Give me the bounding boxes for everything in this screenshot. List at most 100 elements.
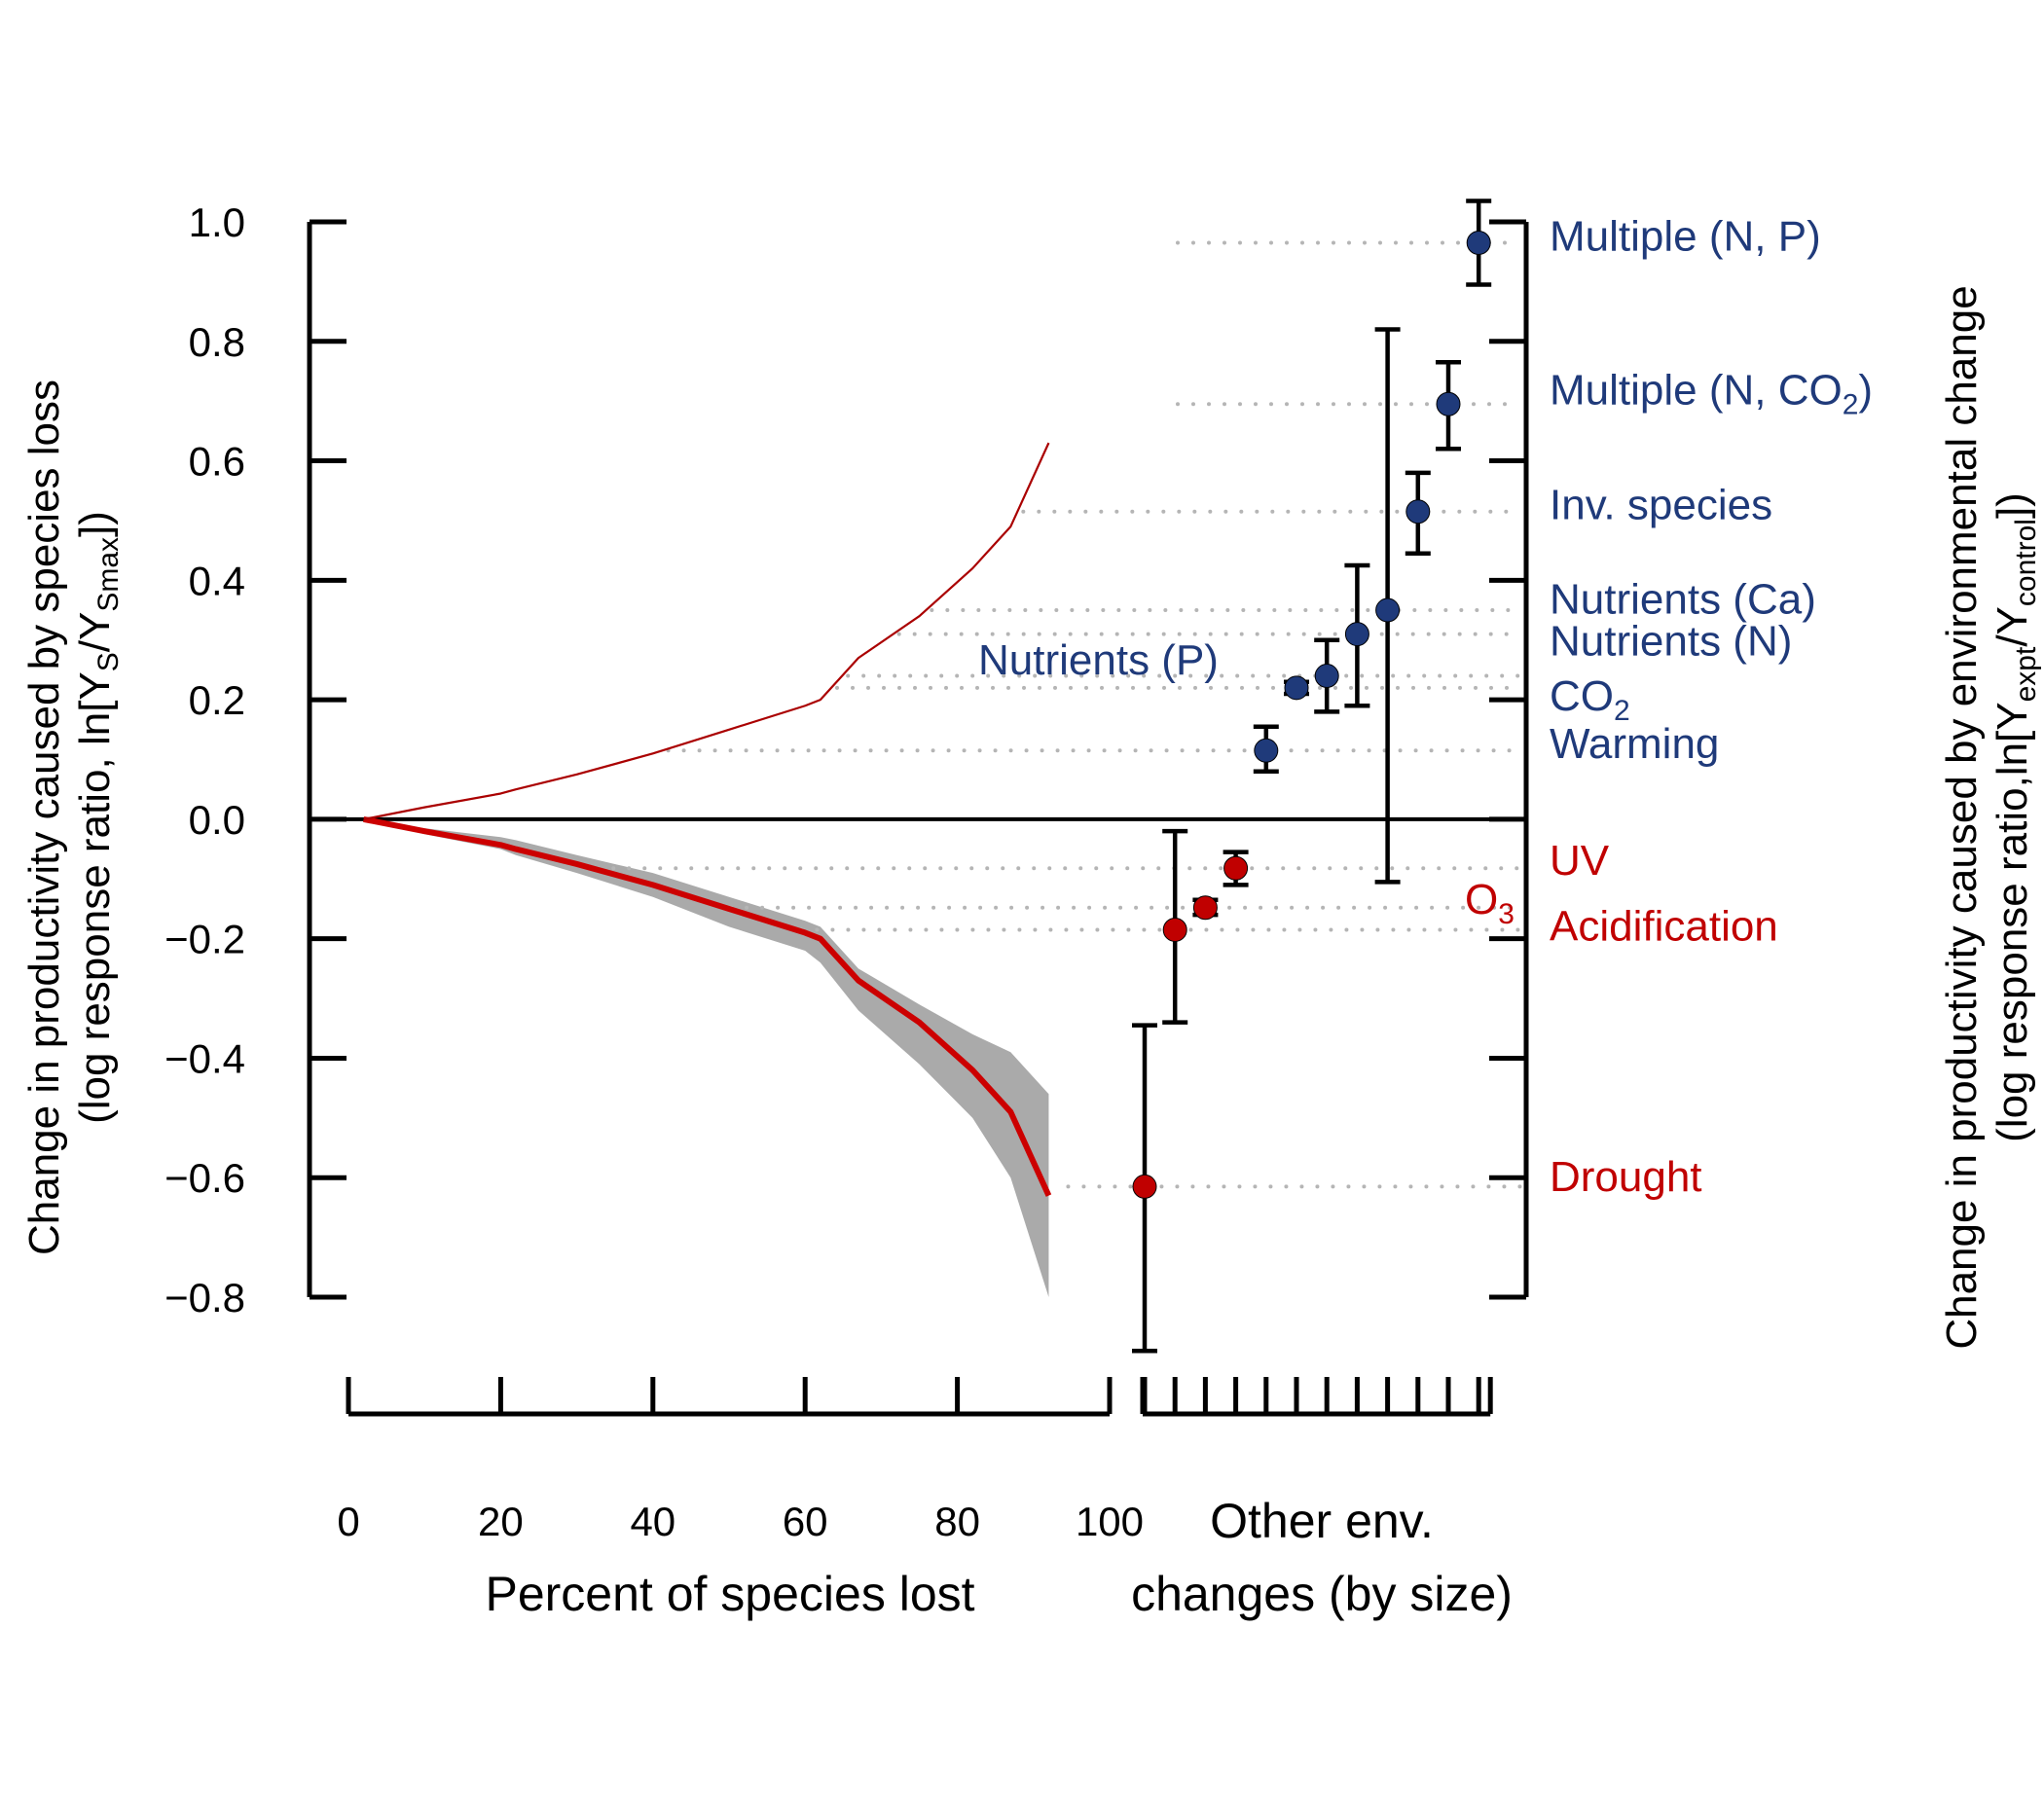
x-tick-label: 60 (783, 1499, 828, 1544)
data-point (1436, 391, 1461, 416)
env-change-point-2 (1162, 828, 1188, 1025)
y-tick-label: 1.0 (189, 199, 245, 245)
env-change-label-5: Warming (1550, 720, 1719, 768)
env-change-point-10 (1405, 470, 1431, 556)
data-point (1344, 622, 1369, 647)
data-point (1466, 230, 1491, 255)
env-change-point-3 (1192, 895, 1219, 921)
data-point (1162, 917, 1187, 942)
env-change-point-6 (1284, 675, 1309, 701)
label-main: Acidification (1550, 902, 1778, 950)
env-change-point-8 (1344, 562, 1370, 708)
x-tick-label: 100 (1076, 1499, 1144, 1544)
right-axis-title-suffix: ]) (1989, 492, 2036, 519)
label-main: Nutrients (P) (978, 636, 1219, 684)
series-line-mirror (363, 442, 1050, 820)
right-axis-title-mid: /Y (1989, 606, 2036, 647)
y-tick-label: 0.4 (189, 558, 245, 603)
left-axis-title-line2: (log response ratio, ln[YS/YSmax]) (71, 511, 125, 1124)
y-tick-label: −0.2 (164, 917, 245, 962)
series-line-loss (363, 815, 1052, 1197)
right-axis-title-sub2: control (2010, 519, 2042, 606)
env-change-label-9: Nutrients (Ca) (1550, 576, 1816, 624)
right-axis-title: Change in productivity caused by environ… (1938, 285, 2042, 1349)
label-main: Warming (1550, 720, 1719, 768)
data-point (1192, 895, 1218, 921)
other-changes-label-line2: changes (by size) (1131, 1567, 1513, 1621)
x-tick-label: 40 (630, 1499, 675, 1544)
right-axis-title-line2: (log response ratio,ln[Yexpt/Ycontrol]) (1989, 492, 2042, 1142)
data-point (1375, 597, 1401, 623)
left-axis-title-line1: Change in productivity caused by species… (20, 380, 68, 1255)
label-main: Inv. species (1550, 482, 1772, 529)
x-axis: 0 20 40 60 80 100 (337, 1377, 1144, 1544)
env-change-point-12 (1466, 199, 1492, 287)
label-main: Nutrients (Ca) (1550, 576, 1816, 624)
label-main: CO (1550, 672, 1614, 720)
y-tick-label: −0.8 (164, 1275, 245, 1321)
guide-dotted-lines (596, 240, 1522, 1189)
y-tick-label: 0.6 (189, 439, 245, 485)
y-tick-label: 0.0 (189, 797, 245, 843)
left-axis-title-suffix: ]) (71, 511, 119, 537)
env-change-labels: DroughtAcidificationO3UVWarmingCO2Nutrie… (978, 212, 1873, 1201)
env-change-label-7: Nutrients (P) (978, 636, 1219, 684)
data-point (1314, 664, 1339, 689)
rank-axis (1140, 1377, 1493, 1417)
x-tick-label: 80 (934, 1499, 980, 1544)
left-axis-title: Change in productivity caused by species… (20, 380, 125, 1255)
right-axis-title-prefix: (log response ratio,ln[Y (1989, 702, 2036, 1141)
left-axis-title-sub1: S (92, 652, 125, 671)
label-sub: 3 (1498, 898, 1515, 930)
env-change-label-6: CO2 (1550, 672, 1630, 727)
label-main: UV (1550, 837, 1610, 885)
data-point (1223, 855, 1249, 881)
env-change-label-11: Multiple (N, CO2) (1550, 367, 1873, 421)
left-axis-title-mid: /Y (71, 612, 119, 653)
confidence-band (363, 818, 1049, 1297)
label-sub: 2 (1843, 389, 1859, 421)
left-y-axis: 1.0 0.8 0.6 0.4 0.2 0.0 −0.2 −0.4 −0.6 −0.8 (164, 199, 347, 1321)
right-axis-title-line1: Change in productivity caused by environ… (1938, 285, 1986, 1349)
axes: 1.0 0.8 0.6 0.4 0.2 0.0 −0.2 −0.4 −0.6 −0.8 0 20 40 6… (164, 199, 1529, 1544)
env-change-label-1: Drought (1550, 1153, 1702, 1201)
x-tick-label: 20 (478, 1499, 524, 1544)
env-change-point-9 (1374, 327, 1401, 885)
label-main: Nutrients (N) (1550, 618, 1792, 666)
label-main: Drought (1550, 1153, 1702, 1201)
env-change-point-4 (1223, 850, 1249, 887)
confidence-band-area (363, 818, 1049, 1297)
y-tick-label: −0.6 (164, 1155, 245, 1201)
other-changes-label-line1: Other env. (1210, 1494, 1434, 1548)
label-main: O (1465, 876, 1498, 923)
env-change-point-1 (1132, 1023, 1157, 1354)
series-lines (363, 442, 1052, 1197)
y-tick-label: 0.2 (189, 677, 245, 723)
label-main: Multiple (N, P) (1550, 212, 1821, 260)
right-y-axis (1489, 219, 1529, 1300)
data-point (1132, 1174, 1157, 1199)
label-sub: 2 (1614, 695, 1630, 727)
y-tick-label: 0.8 (189, 319, 245, 365)
env-change-label-12: Multiple (N, P) (1550, 212, 1821, 260)
env-change-label-3: O3 (1465, 876, 1515, 930)
left-axis-title-prefix: (log response ratio, ln[Y (71, 671, 119, 1124)
left-axis-title-sub2: Smax (92, 537, 125, 612)
label-main: Multiple (N, CO (1550, 367, 1843, 415)
data-point (1284, 675, 1309, 701)
env-change-label-10: Inv. species (1550, 482, 1772, 529)
x-axis-label: Percent of species lost (485, 1567, 974, 1621)
right-axis-title-sub1: expt (2010, 646, 2042, 702)
env-change-label-4: UV (1550, 837, 1610, 885)
data-point (1254, 738, 1279, 763)
env-change-points (1132, 199, 1492, 1354)
env-change-label-8: Nutrients (N) (1550, 618, 1792, 666)
env-change-point-11 (1436, 360, 1461, 452)
env-change-point-7 (1314, 637, 1340, 714)
label-suffix: ) (1858, 367, 1873, 415)
y-tick-label: −0.4 (164, 1035, 245, 1081)
env-change-point-5 (1253, 724, 1279, 775)
x-tick-label: 0 (337, 1499, 359, 1544)
